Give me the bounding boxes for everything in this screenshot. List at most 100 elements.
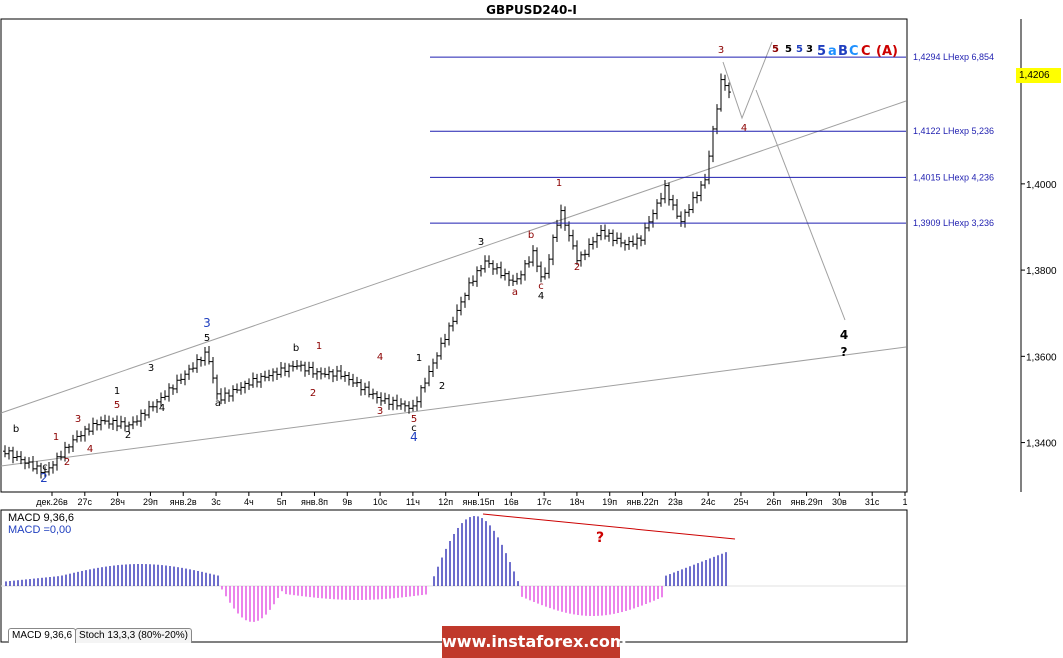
macd-histogram xyxy=(1,513,906,622)
time-tick-label: 4ч xyxy=(244,497,254,507)
time-tick-label: 28ч xyxy=(110,497,125,507)
time-tick-label: 23в xyxy=(668,497,683,507)
tab-macd[interactable]: MACD 9,36,6 xyxy=(8,628,77,643)
time-tick-label: 30в xyxy=(832,497,847,507)
wave-label: b xyxy=(528,230,534,241)
trendlines xyxy=(0,41,907,467)
time-tick-label: 26п xyxy=(766,497,781,507)
time-tick-label: янв.29п xyxy=(791,497,823,507)
time-tick-label: 27с xyxy=(78,497,93,507)
time-tick-label: 3с xyxy=(211,497,221,507)
price-tick-label: 1,3800 xyxy=(1026,266,1057,277)
wave-label: 2 xyxy=(310,388,316,399)
wave-label: c xyxy=(538,281,544,292)
time-tick-label: янв.8п xyxy=(301,497,328,507)
candles xyxy=(3,73,731,479)
price-tick-label: 1,4000 xyxy=(1026,180,1057,191)
tab-stochastic[interactable]: Stoch 13,3,3 (80%-20%) xyxy=(75,628,192,643)
time-tick-label: 16в xyxy=(504,497,519,507)
macd-value-label: MACD =0,00 xyxy=(8,524,72,536)
forecast-wave-mark: 5 xyxy=(796,44,803,55)
chart-title: GBPUSD240-I xyxy=(486,3,577,17)
wave-label: 4 xyxy=(538,291,544,302)
forecast-wave-mark: 5 xyxy=(772,44,779,55)
wave-label: 2 xyxy=(40,471,48,485)
forecast-wave-mark: a xyxy=(828,44,837,59)
forecast-path-up xyxy=(722,41,773,120)
wave-label: 3 xyxy=(478,237,484,248)
wave-label: 1 xyxy=(316,341,322,352)
price-tick-label: 1,3600 xyxy=(1026,352,1057,363)
forecast-wave-mark: C xyxy=(861,44,871,59)
time-tick-label: 11ч xyxy=(406,497,420,507)
time-tick-label: янв.15п xyxy=(462,497,494,507)
price-tick-label: 1,3400 xyxy=(1026,439,1057,450)
wave-label: 5 xyxy=(114,400,120,411)
time-tick-label: 9в xyxy=(342,497,352,507)
main-chart-border xyxy=(0,18,908,493)
time-tick-label: 18ч xyxy=(570,497,585,507)
forecast-wave-mark: 5 xyxy=(817,44,827,59)
wave-label: c xyxy=(42,462,48,473)
wave-label: ? xyxy=(841,345,848,359)
forecast-wave-mark: B xyxy=(838,44,848,59)
fib-level-label: 1,4015 LHexp 4,236 xyxy=(913,172,994,182)
forecast-wave-mark: C xyxy=(849,44,859,59)
wave-label: 1 xyxy=(416,353,422,364)
wave-label: 4 xyxy=(840,328,848,342)
time-tick-label: 17с xyxy=(537,497,552,507)
wave-label: 1 xyxy=(114,386,120,397)
wave-label: 4 xyxy=(410,430,418,444)
time-tick-label: янв.22п xyxy=(627,497,659,507)
time-tick-label: 31с xyxy=(865,497,880,507)
forecast-wave-mark: 3 xyxy=(806,44,813,55)
time-tick-label: 1 xyxy=(902,497,907,507)
fibonacci-levels: 1,4294 LHexp 6,854 1,4122 LHexp 5,236 1,40… xyxy=(430,52,994,228)
wave-label: 4 xyxy=(87,444,93,455)
time-tick-label: 24с xyxy=(701,497,716,507)
wave-label: b xyxy=(293,343,299,354)
wave-label: 2 xyxy=(574,262,580,273)
wave-label: a xyxy=(215,398,221,409)
channel-upper-line xyxy=(0,100,907,414)
time-tick-label: 12п xyxy=(438,497,453,507)
wave-label: 3 xyxy=(203,316,211,330)
time-tick-label: 29п xyxy=(143,497,158,507)
divergence-question-mark: ? xyxy=(596,530,605,546)
time-tick-label: 5п xyxy=(277,497,287,507)
wave-label: 3 xyxy=(377,406,383,417)
wave-label: a xyxy=(512,287,518,298)
forecast-wave-mark: (A) xyxy=(876,44,898,59)
wave-label: 3 xyxy=(718,45,724,56)
fib-level-label: 1,4294 LHexp 6,854 xyxy=(913,52,994,62)
wave-label: 1 xyxy=(53,432,59,443)
wave-label: 4 xyxy=(741,123,747,134)
wave-label: 1 xyxy=(556,178,562,189)
macd-name-label: MACD 9,36,6 xyxy=(8,512,75,524)
macd-divergence-line xyxy=(482,513,736,540)
time-tick-label: янв.2в xyxy=(170,497,197,507)
indicator-tabs: MACD 9,36,6 Stoch 13,3,3 (80%-20%) xyxy=(8,628,192,643)
axes: 1,4000 1,3800 1,3600 1,3400 дек.26в 27с 28ч 29п… xyxy=(36,180,1057,507)
wave-label: 4 xyxy=(377,352,383,363)
wave-label: 5 xyxy=(204,333,210,344)
channel-lower-line xyxy=(0,346,907,467)
time-tick-label: 19п xyxy=(602,497,617,507)
time-tick-label: 10с xyxy=(373,497,388,507)
wave-label: 3 xyxy=(75,414,81,425)
wave-label: 4 xyxy=(159,403,165,414)
forecast-path-down xyxy=(755,89,846,321)
fib-level-label: 1,3909 LHexp 3,236 xyxy=(913,218,994,228)
wave-label: 5 xyxy=(411,414,417,425)
wave-label: 2 xyxy=(439,381,445,392)
wave-label: 2 xyxy=(64,457,70,468)
time-tick-label: 25ч xyxy=(734,497,749,507)
wave-label: b xyxy=(13,424,19,435)
fib-level-label: 1,4122 LHexp 5,236 xyxy=(913,126,994,136)
watermark-banner: www.instaforex.com xyxy=(442,626,626,658)
wave-label: 2 xyxy=(125,430,131,441)
wave-label: c xyxy=(411,423,417,434)
time-tick-label: дек.26в xyxy=(36,497,68,507)
